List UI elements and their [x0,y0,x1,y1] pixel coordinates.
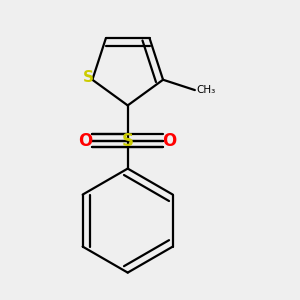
Text: S: S [122,132,134,150]
Text: O: O [79,132,93,150]
Text: CH₃: CH₃ [197,85,216,95]
Text: S: S [82,70,93,86]
Text: O: O [163,132,177,150]
